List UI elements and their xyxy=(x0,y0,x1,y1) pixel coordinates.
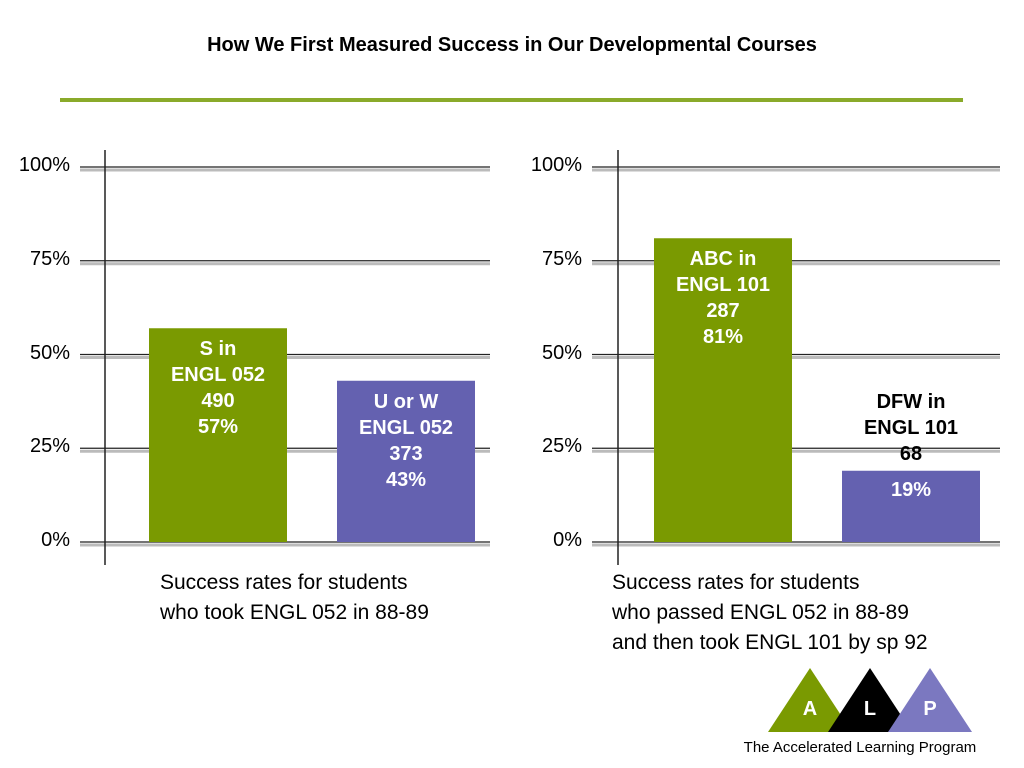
y-tick-label: 75% xyxy=(29,247,70,270)
bar-value-label: 81% xyxy=(702,326,744,349)
bar-value-label: 43% xyxy=(385,468,427,491)
bar-count: 287 xyxy=(706,300,740,323)
bar-label: ABC in ENGL 101 287 81% xyxy=(654,246,792,350)
title-rule xyxy=(60,98,963,102)
bar-value-label: 19% xyxy=(890,478,932,501)
bar xyxy=(654,238,792,542)
bar-label: S in ENGL 052 490 57% xyxy=(149,336,287,440)
slide-title: How We First Measured Success in Our Dev… xyxy=(207,34,817,56)
bar xyxy=(337,380,475,542)
bar-category: U or W ENGL 052 xyxy=(358,390,454,439)
logo-caption: The Accelerated Learning Program xyxy=(743,739,977,756)
y-tick-label: 100% xyxy=(530,154,582,176)
bar xyxy=(149,328,287,542)
bar xyxy=(842,470,980,542)
logo-triangle xyxy=(828,668,912,732)
x-axis-caption: Success rates for students who took ENGL… xyxy=(160,571,429,624)
logo-letter: L xyxy=(863,698,877,720)
logo-letter: A xyxy=(802,698,818,720)
y-tick-label: 25% xyxy=(29,435,70,458)
y-tick-label: 75% xyxy=(541,247,582,270)
bar-count: 490 xyxy=(201,390,235,413)
y-tick-label: 50% xyxy=(29,341,70,364)
y-tick-label: 50% xyxy=(541,341,582,364)
y-tick-label: 25% xyxy=(541,435,582,458)
bar-count: 373 xyxy=(389,442,423,465)
y-tick-label: 100% xyxy=(18,154,70,176)
bar-count: 68 xyxy=(899,442,923,465)
x-axis-caption: Success rates for students who passed EN… xyxy=(612,571,928,654)
bar-category: DFW in ENGL 101 xyxy=(863,390,959,439)
bar-label: DFW in ENGL 101 68 xyxy=(842,389,980,467)
bar-value-label: 57% xyxy=(197,416,239,439)
bar-category: S in ENGL 052 xyxy=(170,338,266,387)
logo-letter: P xyxy=(923,698,937,720)
logo-triangle xyxy=(768,668,852,732)
logo-triangle xyxy=(888,668,972,732)
y-tick-label: 0% xyxy=(553,529,582,551)
bar-category: ABC in ENGL 101 xyxy=(675,248,771,297)
bar-label: U or W ENGL 052 373 43% xyxy=(337,389,475,493)
y-tick-label: 0% xyxy=(41,529,70,551)
